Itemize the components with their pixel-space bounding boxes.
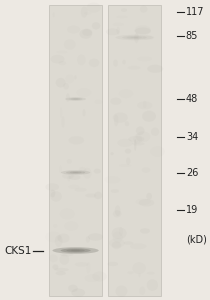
Ellipse shape (128, 136, 144, 142)
Ellipse shape (135, 28, 151, 34)
Ellipse shape (66, 93, 70, 102)
Ellipse shape (65, 97, 86, 101)
Ellipse shape (50, 191, 62, 202)
Ellipse shape (134, 139, 136, 151)
Ellipse shape (126, 158, 130, 165)
Ellipse shape (136, 126, 144, 135)
Text: 26: 26 (186, 167, 198, 178)
Text: CKS1: CKS1 (4, 245, 32, 256)
Ellipse shape (86, 236, 90, 243)
Ellipse shape (147, 279, 158, 291)
Text: 48: 48 (186, 94, 198, 104)
Ellipse shape (88, 233, 103, 241)
Ellipse shape (132, 142, 144, 146)
Ellipse shape (92, 22, 100, 29)
Text: 117: 117 (186, 7, 204, 17)
Ellipse shape (110, 98, 121, 105)
Ellipse shape (83, 109, 85, 116)
Text: 85: 85 (186, 31, 198, 41)
Ellipse shape (66, 171, 85, 174)
Ellipse shape (122, 60, 126, 64)
Ellipse shape (139, 199, 154, 206)
Ellipse shape (121, 8, 127, 12)
Ellipse shape (71, 289, 85, 297)
Ellipse shape (56, 271, 66, 275)
Ellipse shape (71, 250, 80, 251)
Ellipse shape (112, 227, 127, 239)
Ellipse shape (52, 264, 58, 270)
Ellipse shape (50, 190, 55, 197)
Ellipse shape (124, 241, 133, 245)
Ellipse shape (122, 36, 147, 39)
Bar (108, 4, 161, 296)
Ellipse shape (82, 29, 92, 36)
Ellipse shape (69, 175, 80, 180)
Ellipse shape (52, 247, 99, 254)
Ellipse shape (151, 128, 159, 136)
Ellipse shape (125, 148, 131, 154)
Ellipse shape (69, 98, 82, 100)
Ellipse shape (60, 254, 69, 265)
Ellipse shape (142, 111, 156, 122)
Ellipse shape (146, 193, 152, 200)
Ellipse shape (71, 98, 80, 100)
Ellipse shape (89, 58, 99, 67)
Ellipse shape (45, 183, 59, 191)
Ellipse shape (61, 170, 90, 175)
Text: 34: 34 (186, 131, 198, 142)
Ellipse shape (74, 75, 77, 80)
Ellipse shape (115, 205, 120, 216)
Ellipse shape (106, 28, 119, 35)
Ellipse shape (140, 228, 150, 234)
Ellipse shape (94, 169, 101, 174)
Ellipse shape (60, 248, 91, 253)
Ellipse shape (127, 36, 142, 39)
Ellipse shape (147, 65, 163, 73)
Ellipse shape (60, 253, 74, 256)
Ellipse shape (116, 35, 153, 40)
Ellipse shape (73, 172, 79, 173)
Ellipse shape (66, 249, 85, 252)
Bar (49, 4, 102, 296)
Ellipse shape (55, 268, 69, 272)
Ellipse shape (116, 286, 127, 297)
Ellipse shape (51, 55, 64, 63)
Ellipse shape (79, 29, 92, 39)
Ellipse shape (125, 121, 129, 126)
Text: (kD): (kD) (186, 235, 207, 245)
Ellipse shape (107, 262, 118, 266)
Ellipse shape (111, 189, 119, 193)
Ellipse shape (140, 5, 147, 13)
Text: 19: 19 (186, 205, 198, 215)
Ellipse shape (56, 78, 66, 88)
Ellipse shape (94, 192, 102, 199)
Ellipse shape (58, 233, 70, 243)
Ellipse shape (68, 285, 78, 292)
Ellipse shape (110, 152, 114, 155)
Ellipse shape (70, 172, 81, 173)
